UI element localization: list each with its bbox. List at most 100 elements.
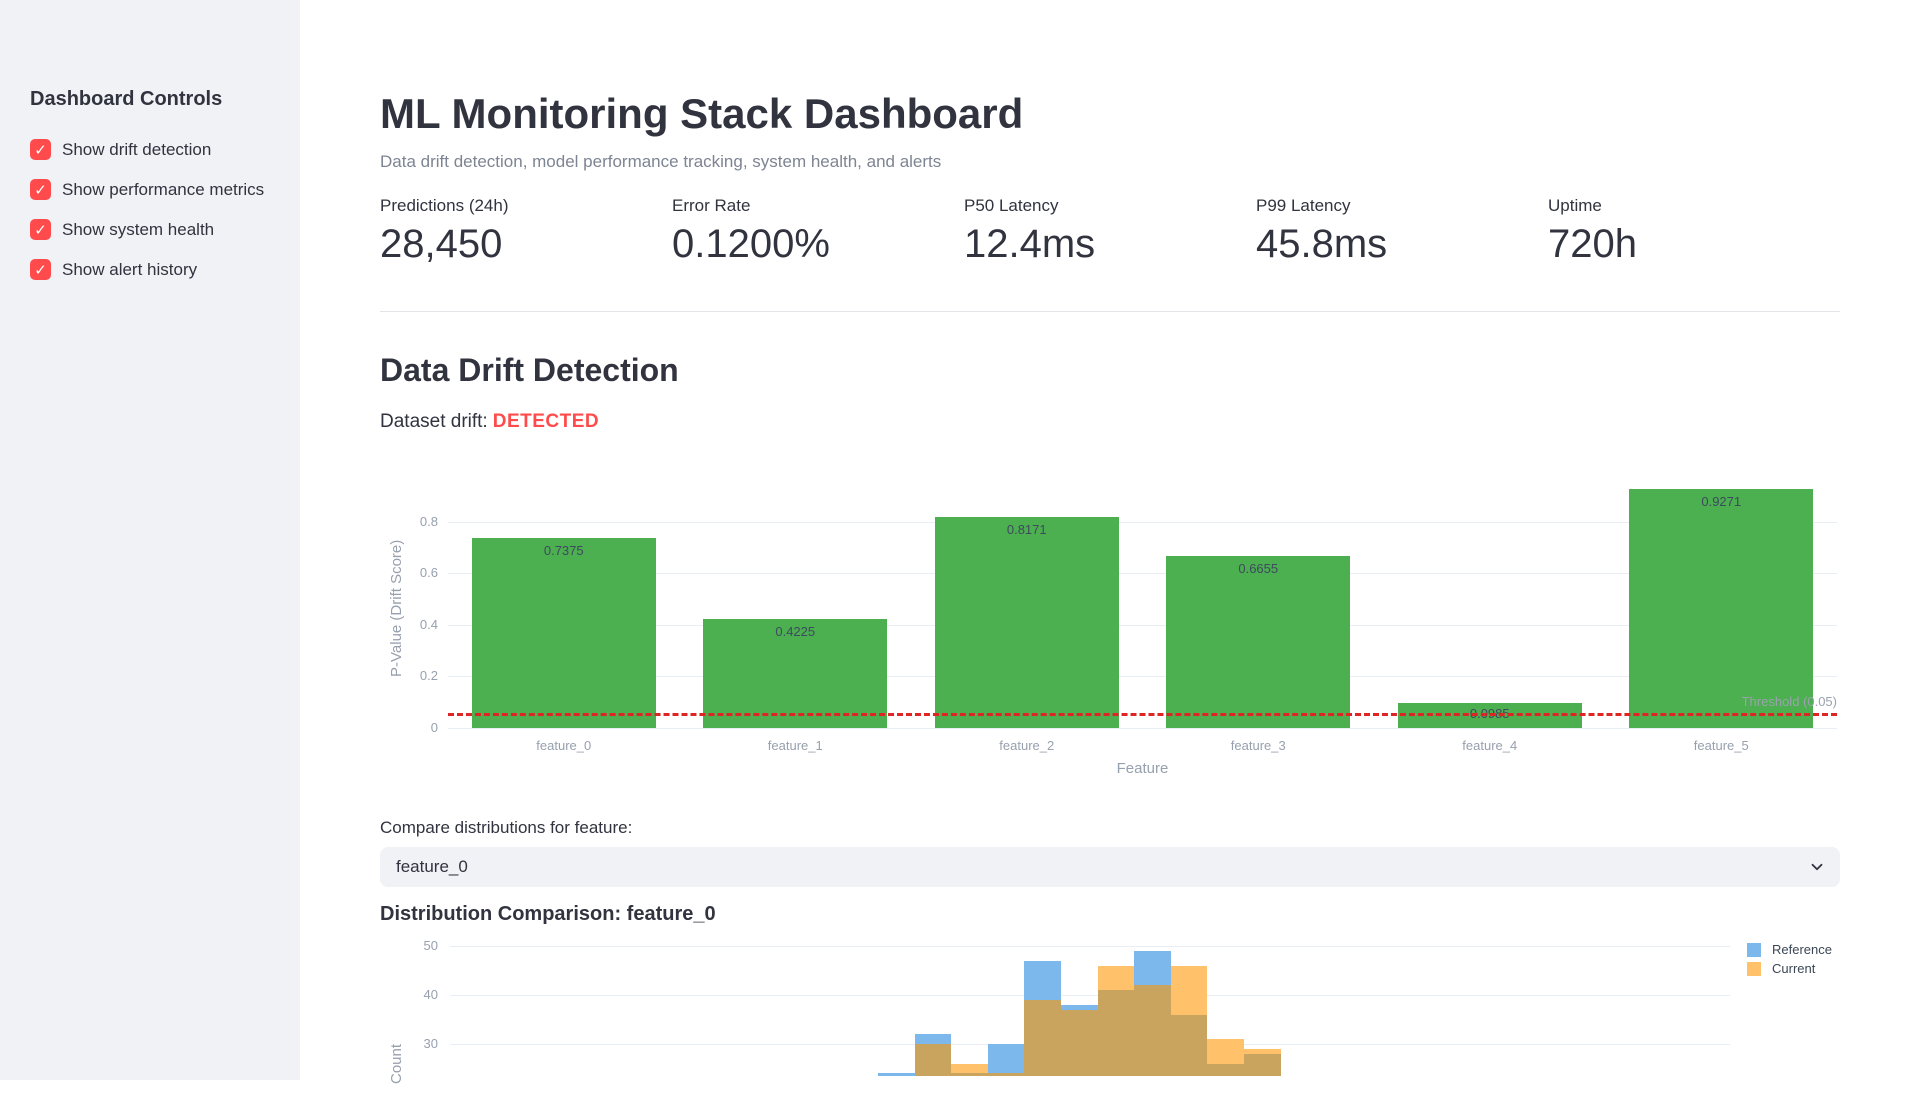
metrics-row: Predictions (24h) 28,450 Error Rate 0.1200%… <box>380 196 1840 267</box>
metric-value: 720h <box>1548 222 1637 266</box>
hist-bar-current[interactable] <box>1170 965 1208 1015</box>
gridline <box>450 946 1730 947</box>
hist-bar-reference[interactable] <box>1061 1004 1098 1010</box>
hist-bar-overlap[interactable] <box>1097 990 1135 1076</box>
hist-bar-current[interactable] <box>1244 1048 1281 1054</box>
metric-p50-latency: P50 Latency 12.4ms <box>964 196 1256 267</box>
y-tick-label: 0.4 <box>419 616 438 632</box>
metric-label: Error Rate <box>672 196 751 215</box>
y-tick-label: 40 <box>423 987 438 1002</box>
bar-value-label: 0.7375 <box>543 542 584 558</box>
hist-bar-overlap[interactable] <box>1244 1053 1281 1076</box>
hist-bar-overlap[interactable] <box>1134 985 1171 1076</box>
hist-bar-reference[interactable] <box>878 1073 915 1076</box>
drift-status-label: Dataset drift: <box>380 411 488 432</box>
y-tick-label: 0 <box>430 720 438 735</box>
chevron-down-icon <box>1808 858 1826 876</box>
hist-bar-reference[interactable] <box>987 1044 1025 1074</box>
metric-uptime: Uptime 720h <box>1548 196 1840 267</box>
gridline <box>448 521 1837 523</box>
x-tick-label: feature_0 <box>536 738 592 753</box>
metric-predictions-24h: Predictions (24h) 28,450 <box>380 196 672 267</box>
checkbox-checked-icon: ✓ <box>30 259 51 280</box>
drift-status: Dataset drift: DETECTED <box>380 411 1840 433</box>
checkbox-show-drift-detection[interactable]: ✓ Show drift detection <box>30 139 276 160</box>
metric-value: 0.1200% <box>672 222 830 266</box>
hist-bar-current[interactable] <box>1207 1039 1244 1064</box>
drift-section-heading: Data Drift Detection <box>380 352 679 388</box>
bar-feature_5[interactable] <box>1629 488 1814 728</box>
legend-swatch-current <box>1747 962 1761 976</box>
bar-value-label: 0.8171 <box>1006 522 1047 538</box>
hist-bar-overlap[interactable] <box>1207 1063 1244 1076</box>
checkbox-checked-icon: ✓ <box>30 139 51 160</box>
x-axis-title: Feature <box>1116 760 1169 777</box>
checkbox-checked-icon: ✓ <box>30 219 51 240</box>
hist-bar-overlap[interactable] <box>1170 1014 1208 1076</box>
x-tick-label: feature_4 <box>1462 738 1518 753</box>
metric-error-rate: Error Rate 0.1200% <box>672 196 964 267</box>
checkbox-label: Show system health <box>62 219 215 239</box>
bar-feature_1[interactable] <box>703 618 888 728</box>
hist-bar-overlap[interactable] <box>987 1073 1025 1076</box>
hist-bar-reference[interactable] <box>1024 960 1061 1000</box>
section-divider <box>380 311 1840 312</box>
metric-p99-latency: P99 Latency 45.8ms <box>1256 196 1548 267</box>
distribution-histogram[interactable]: 30 40 50 Reference Current Count <box>380 934 1840 1084</box>
x-tick-label: feature_3 <box>1230 738 1286 753</box>
bar-value-label: 0.0985 <box>1469 705 1510 721</box>
y-axis-title: Count <box>388 1043 405 1085</box>
distribution-heading: Distribution Comparison: feature_0 <box>380 903 716 925</box>
y-tick-label: 0.2 <box>419 668 438 684</box>
gridline <box>448 676 1837 678</box>
hist-bar-overlap[interactable] <box>1024 999 1061 1076</box>
hist-bar-overlap[interactable] <box>951 1073 988 1076</box>
bar-feature_2[interactable] <box>934 517 1119 728</box>
metric-label: P50 Latency <box>964 196 1059 215</box>
feature-select-value: feature_0 <box>396 857 468 876</box>
gridline <box>448 573 1837 575</box>
checkbox-show-system-health[interactable]: ✓ Show system health <box>30 219 276 240</box>
hist-bar-current[interactable] <box>951 1063 988 1074</box>
x-tick-label: feature_2 <box>999 738 1055 753</box>
sidebar-title: Dashboard Controls <box>30 88 223 110</box>
drift-status-value: DETECTED <box>492 411 600 432</box>
checkbox-checked-icon: ✓ <box>30 179 51 200</box>
checkbox-show-performance-metrics[interactable]: ✓ Show performance metrics <box>30 179 276 200</box>
y-tick-label: 0.8 <box>419 513 438 529</box>
hist-bar-current[interactable] <box>1097 965 1135 991</box>
y-axis-title: P-Value (Drift Score) <box>388 539 405 677</box>
gridline <box>448 728 1837 729</box>
compare-feature-label: Compare distributions for feature: <box>380 818 633 837</box>
metric-label: Uptime <box>1548 196 1602 215</box>
gridline <box>448 624 1837 626</box>
checkbox-label: Show alert history <box>62 259 198 279</box>
main-content: ML Monitoring Stack Dashboard Data drift… <box>300 0 1920 1084</box>
hist-bar-reference[interactable] <box>1134 950 1171 986</box>
hist-bar-overlap[interactable] <box>1061 1009 1098 1076</box>
x-tick-label: feature_5 <box>1693 738 1749 753</box>
gridline <box>450 995 1730 996</box>
feature-select[interactable]: feature_0 <box>380 847 1840 887</box>
sidebar-checkbox-group: ✓ Show drift detection ✓ Show performance m… <box>30 139 276 280</box>
page-caption: Data drift detection, model performance … <box>380 152 942 171</box>
metric-value: 12.4ms <box>964 222 1096 266</box>
metric-label: Predictions (24h) <box>380 196 509 215</box>
x-tick-label: feature_1 <box>767 738 823 753</box>
metric-label: P99 Latency <box>1256 196 1351 215</box>
drift-bar-chart[interactable]: 0 0.2 0.4 0.6 0.8 0.7375 feature_0 0.4225 featur… <box>380 476 1840 786</box>
threshold-label: Threshold (0.05) <box>1741 694 1837 710</box>
legend-label-current: Current <box>1772 961 1816 976</box>
y-tick-label: 50 <box>423 938 438 953</box>
metric-value: 28,450 <box>380 222 503 266</box>
metric-value: 45.8ms <box>1256 222 1388 266</box>
hist-bar-reference[interactable] <box>914 1034 952 1044</box>
bar-value-label: 0.9271 <box>1701 493 1742 509</box>
checkbox-show-alert-history[interactable]: ✓ Show alert history <box>30 259 276 280</box>
hist-bar-overlap[interactable] <box>914 1044 952 1076</box>
threshold-line <box>448 713 1837 717</box>
checkbox-label: Show performance metrics <box>62 179 265 199</box>
bar-feature_3[interactable] <box>1166 556 1351 728</box>
bar-feature_0[interactable] <box>471 537 656 728</box>
